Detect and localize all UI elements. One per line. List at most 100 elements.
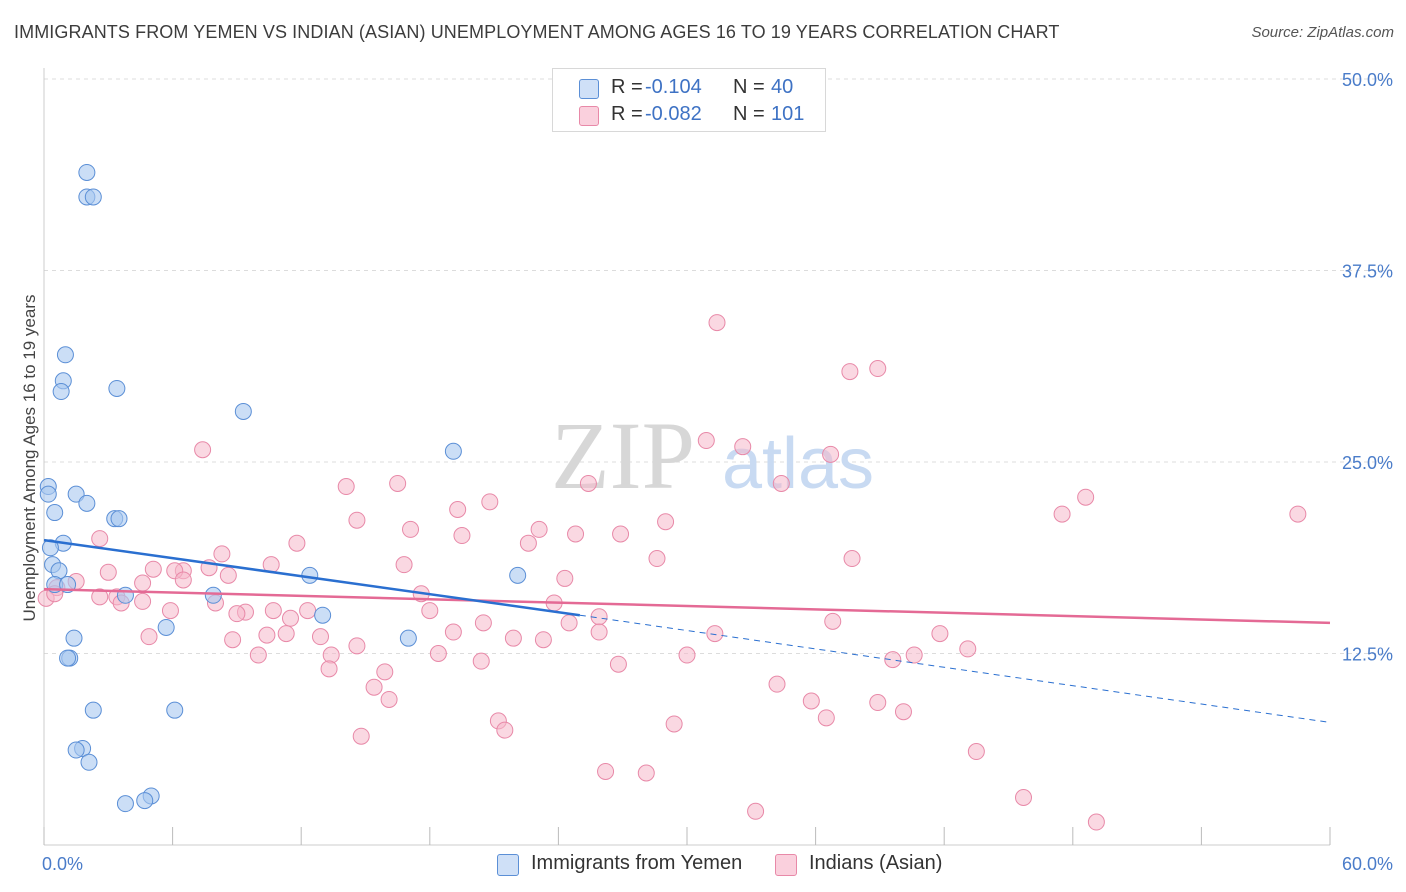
data-point-indians: [91, 530, 109, 548]
legend-swatch-indians: [579, 106, 599, 126]
data-point-yemen: [136, 792, 154, 810]
watermark-zip: ZIP: [551, 402, 695, 509]
data-point-indians: [657, 513, 675, 531]
data-point-indians: [824, 612, 842, 630]
data-point-indians: [567, 525, 585, 543]
axes: [43, 68, 1331, 846]
trend-lines: [43, 538, 1331, 723]
legend-r-label: R =: [611, 103, 643, 125]
data-point-indians: [376, 663, 394, 681]
data-point-indians: [395, 556, 413, 574]
legend-r-value: -0.082: [645, 103, 702, 125]
y-tick-label: 12.5%: [1342, 645, 1393, 665]
data-point-indians: [277, 625, 295, 643]
data-point-yemen: [52, 383, 70, 401]
data-point-indians: [894, 703, 912, 721]
chart-title: IMMIGRANTS FROM YEMEN VS INDIAN (ASIAN) …: [14, 22, 1060, 42]
data-point-yemen: [110, 510, 128, 528]
data-point-indians: [504, 629, 522, 647]
data-point-yemen: [509, 566, 527, 584]
data-point-indians: [560, 614, 578, 632]
data-point-indians: [449, 500, 467, 518]
data-point-yemen: [39, 485, 57, 503]
data-point-indians: [822, 445, 840, 463]
data-point-indians: [665, 715, 683, 733]
x-tick-label-min: 0.0%: [42, 854, 83, 874]
data-point-indians: [472, 652, 490, 670]
data-point-yemen: [67, 741, 85, 759]
legend-n-label: N =: [733, 76, 765, 98]
data-point-indians: [802, 692, 820, 710]
legend-n-label: N =: [733, 103, 765, 125]
data-point-indians: [1289, 505, 1307, 523]
correlation-legend: R = -0.104 N = 40 R = -0.082 N = 101: [552, 68, 826, 132]
legend-swatch-yemen: [579, 79, 599, 99]
data-point-indians: [1015, 789, 1033, 807]
data-point-indians: [288, 534, 306, 552]
data-point-yemen: [166, 701, 184, 719]
data-point-indians: [161, 602, 179, 620]
data-point-indians: [637, 764, 655, 782]
data-point-indians: [579, 474, 597, 492]
data-point-indians: [224, 631, 242, 649]
data-point-indians: [481, 493, 499, 511]
data-point-indians: [402, 520, 420, 538]
data-point-indians: [1087, 813, 1105, 831]
data-point-yemen: [84, 188, 102, 206]
data-point-indians: [194, 441, 212, 459]
data-point-indians: [348, 511, 366, 529]
data-point-indians: [174, 571, 192, 589]
data-point-yemen: [80, 753, 98, 771]
data-point-indians: [530, 520, 548, 538]
data-point-indians: [959, 640, 977, 658]
data-point-indians: [311, 628, 329, 646]
data-point-indians: [337, 478, 355, 496]
data-point-indians: [534, 631, 552, 649]
data-point-indians: [453, 527, 471, 545]
data-point-yemen: [116, 795, 134, 813]
data-point-indians: [264, 602, 282, 620]
data-point-indians: [747, 802, 765, 820]
series-indians-points: [37, 314, 1307, 831]
data-point-yemen: [314, 606, 332, 624]
legend-r-label: R =: [611, 76, 643, 98]
data-point-yemen: [59, 649, 77, 667]
data-point-indians: [905, 646, 923, 664]
data-point-indians: [869, 360, 887, 378]
data-point-indians: [299, 602, 317, 620]
bottom-legend-swatch-indians: [775, 854, 797, 876]
data-point-indians: [389, 474, 407, 492]
bottom-legend-swatch-yemen: [497, 854, 519, 876]
data-point-indians: [1077, 488, 1095, 506]
data-point-yemen: [46, 504, 64, 522]
y-tick-label: 37.5%: [1342, 262, 1393, 282]
data-point-indians: [768, 675, 786, 693]
data-point-indians: [258, 626, 276, 644]
data-point-indians: [380, 690, 398, 708]
data-point-indians: [678, 646, 696, 664]
data-point-indians: [429, 645, 447, 662]
data-point-yemen: [56, 346, 74, 364]
data-point-indians: [590, 623, 608, 641]
trend-line-yemen-extension: [579, 614, 1331, 723]
legend-r-value: -0.104: [645, 76, 702, 98]
data-point-indians: [140, 628, 158, 646]
data-point-indians: [144, 560, 162, 578]
bottom-legend-label-yemen: Immigrants from Yemen: [531, 852, 743, 874]
data-point-indians: [365, 678, 383, 696]
data-point-indians: [597, 762, 615, 780]
source-label: Source: ZipAtlas.com: [1251, 24, 1394, 41]
data-point-yemen: [204, 586, 222, 604]
data-point-indians: [320, 660, 338, 678]
data-point-indians: [931, 625, 949, 643]
data-point-indians: [841, 363, 859, 381]
data-point-indians: [648, 550, 666, 568]
data-point-indians: [706, 625, 724, 643]
data-point-yemen: [108, 379, 126, 397]
data-point-indians: [817, 709, 835, 727]
data-point-indians: [134, 574, 152, 592]
data-point-yemen: [65, 629, 83, 647]
trend-line-indians: [43, 587, 1331, 625]
x-tick-label-max: 60.0%: [1342, 854, 1393, 874]
